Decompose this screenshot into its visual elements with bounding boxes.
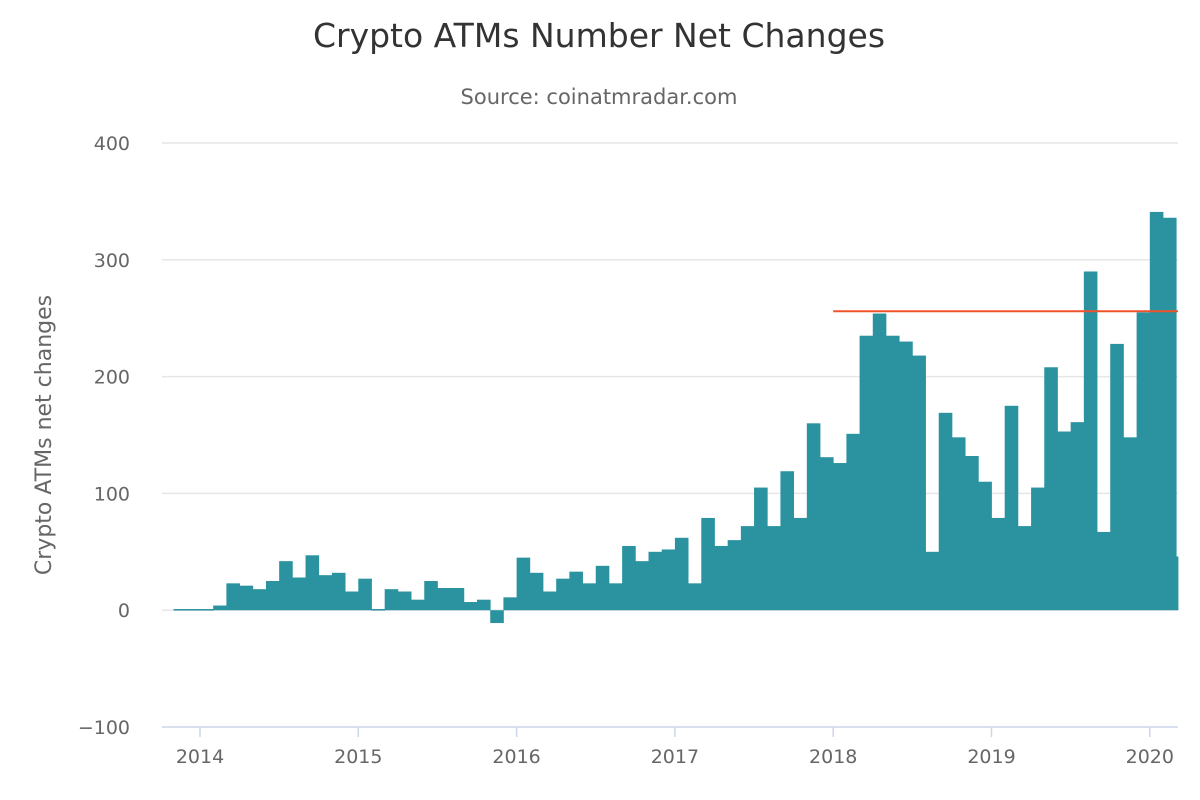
bar xyxy=(239,585,254,611)
bar xyxy=(477,599,491,611)
bar xyxy=(371,609,386,611)
bar xyxy=(1017,526,1032,611)
bar xyxy=(991,517,1006,611)
y-tick-label: 100 xyxy=(94,483,130,505)
bar xyxy=(450,588,465,611)
bar xyxy=(872,313,887,611)
x-tick-label: 2018 xyxy=(809,746,857,768)
bar xyxy=(595,565,610,611)
y-tick-label: 0 xyxy=(118,600,130,622)
bar xyxy=(503,597,517,611)
bar xyxy=(727,540,742,611)
y-tick-label: −100 xyxy=(78,717,130,739)
bar xyxy=(806,423,821,611)
bar xyxy=(951,437,966,611)
bar xyxy=(740,526,755,611)
bar xyxy=(292,577,306,611)
bar xyxy=(345,591,359,611)
bar xyxy=(437,588,452,611)
bar xyxy=(252,589,267,611)
bar xyxy=(200,609,214,611)
bar xyxy=(661,549,676,611)
x-tick-label: 2017 xyxy=(651,746,699,768)
bar xyxy=(516,557,531,611)
bar xyxy=(1083,271,1098,611)
bar xyxy=(1097,531,1111,611)
bar xyxy=(635,561,649,611)
bar xyxy=(1136,312,1151,611)
bar xyxy=(688,583,702,611)
bar xyxy=(1004,405,1019,611)
bar xyxy=(318,575,333,611)
bar xyxy=(542,591,557,611)
chart-title: Crypto ATMs Number Net Changes xyxy=(313,16,885,55)
bar xyxy=(833,463,847,611)
x-tick-label: 2019 xyxy=(967,746,1015,768)
bar xyxy=(226,583,240,611)
bar xyxy=(1162,217,1177,611)
x-tick-label: 2014 xyxy=(176,746,224,768)
bar xyxy=(793,517,808,611)
bar xyxy=(556,578,570,611)
bar xyxy=(754,487,768,611)
bar xyxy=(846,433,860,611)
bar xyxy=(714,545,729,611)
bar xyxy=(1149,211,1164,611)
bar xyxy=(1123,437,1138,611)
bar xyxy=(358,578,372,611)
bar xyxy=(820,457,834,611)
x-tick-label: 2015 xyxy=(334,746,382,768)
bar xyxy=(978,481,992,611)
y-axis-label: Crypto ATMs net changes xyxy=(32,295,57,575)
bar xyxy=(424,581,438,611)
x-tick-label: 2020 xyxy=(1126,746,1174,768)
bar xyxy=(213,605,227,611)
bar xyxy=(384,589,399,611)
y-tick-label: 200 xyxy=(94,367,130,389)
bar xyxy=(1031,487,1045,611)
bar xyxy=(925,551,940,611)
bar xyxy=(912,355,926,611)
bar xyxy=(780,471,795,611)
x-tick-label: 2016 xyxy=(492,746,540,768)
y-tick-label: 400 xyxy=(94,133,130,155)
bar xyxy=(490,610,504,624)
bar xyxy=(1176,556,1179,611)
bar-series xyxy=(173,211,1179,624)
bar xyxy=(569,571,583,611)
bar xyxy=(397,591,412,611)
bar xyxy=(859,335,874,611)
bar xyxy=(582,583,597,611)
bar xyxy=(622,545,636,611)
bar xyxy=(1110,343,1124,611)
bar xyxy=(279,561,293,611)
bar xyxy=(885,335,900,611)
bar xyxy=(701,517,715,611)
x-axis-ticks: 2014 2015 2016 2017 2018 2019 2020 xyxy=(176,727,1174,768)
bar xyxy=(463,602,478,611)
bar xyxy=(674,537,689,611)
bar xyxy=(1044,367,1058,611)
bar xyxy=(305,555,320,611)
bar xyxy=(938,412,953,611)
bar xyxy=(648,551,663,611)
chart-subtitle: Source: coinatmradar.com xyxy=(461,85,738,109)
y-axis-ticks: −100 0 100 200 300 400 xyxy=(78,133,130,739)
bar xyxy=(1070,422,1085,611)
bar xyxy=(529,572,544,611)
bar xyxy=(767,526,781,611)
bar xyxy=(1057,431,1072,611)
bar xyxy=(186,609,201,611)
bar xyxy=(411,599,425,611)
bar xyxy=(331,572,346,611)
y-tick-label: 300 xyxy=(94,250,130,272)
bar xyxy=(899,341,913,611)
bar xyxy=(173,609,188,611)
bar xyxy=(608,583,623,611)
bar xyxy=(965,456,979,611)
bar xyxy=(265,581,280,611)
